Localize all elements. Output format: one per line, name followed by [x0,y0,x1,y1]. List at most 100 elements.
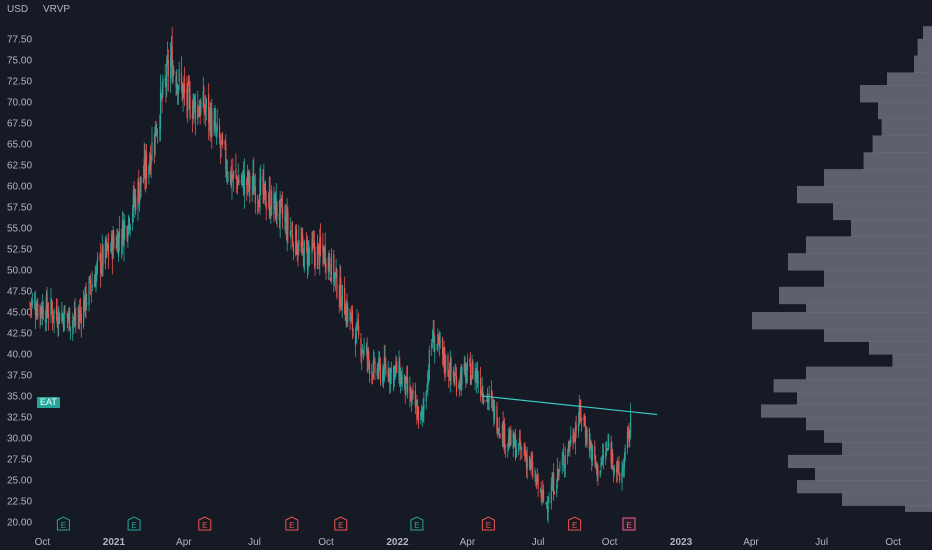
x-tick-label: Jul [815,537,828,548]
x-tick-label: Apr [743,537,759,548]
candle-body [154,126,156,154]
trendline-segment[interactable] [482,395,658,416]
candle-body [317,243,319,245]
candle-body [417,409,419,418]
volume-profile-bar [806,303,932,313]
candle-body [450,358,452,374]
candle-body [113,237,115,245]
candle-body [170,49,172,55]
candle-body [590,443,592,449]
earnings-marker-label: E [572,521,577,530]
candle-body [552,476,554,491]
candle-body [597,465,599,479]
candle-body [382,367,385,381]
candle-body [388,372,390,380]
volume-profile-bar [872,135,932,153]
y-tick-label: 40.00 [7,350,32,361]
earnings-marker[interactable]: E [410,516,424,531]
earnings-marker[interactable]: E [198,516,212,531]
candle-body [449,360,451,380]
x-tick-label: Oct [35,537,51,548]
candle-body [395,361,397,367]
candle-body [197,104,199,119]
candle-body [373,358,375,359]
earnings-marker[interactable]: E [334,516,348,531]
candle-body [284,217,286,221]
y-tick-label: 42.50 [7,328,32,339]
candle-body [200,101,202,114]
candle-body [547,505,549,513]
candle-body [316,245,319,270]
candle-body [355,323,357,344]
candle-body [518,442,520,452]
candle-body [227,177,229,179]
candle-body [307,248,309,270]
candle-body [139,177,141,192]
candle-body [378,357,380,372]
earnings-marker[interactable]: E [622,517,636,531]
candle-body [410,395,413,401]
candle-body [257,198,259,200]
candle-body [622,468,624,470]
candle-body [483,399,485,403]
candle-body [499,434,501,437]
candle-body [122,221,124,246]
candle-body [363,346,365,354]
candle-body [89,277,91,281]
candle-body [580,408,582,419]
candle-body [126,227,128,237]
candle-body [275,198,277,222]
candle-body [504,424,506,449]
candle-body [525,453,528,468]
candle-body [584,427,587,438]
candle-body [403,374,406,381]
candle-body [480,392,482,396]
candle-body [300,242,302,246]
candle-body [289,231,291,234]
candle-body [257,202,260,205]
trendline[interactable] [482,395,658,416]
candle-body [352,329,354,331]
candle-body [325,263,327,268]
candle-body [46,293,48,312]
earnings-marker[interactable]: E [568,516,582,531]
candle-body [311,238,313,253]
candle-body [379,364,381,382]
candle-body [341,284,343,306]
candle-body [579,404,581,413]
candle-body [425,392,427,402]
candle-body [617,462,619,465]
candle-body [96,257,99,261]
candle-body [365,347,368,350]
y-tick-label: 55.00 [7,223,32,234]
volume-profile-bar [917,38,932,57]
candle-body [628,430,630,442]
candle-body [570,436,572,444]
y-tick-label: 30.00 [7,434,32,445]
candle-body [105,240,107,253]
candle-body [612,466,615,472]
candle-body [209,112,211,136]
candle-body [281,205,284,218]
candle-body [399,363,401,386]
x-tick-label: 2021 [103,537,126,548]
candle-body [84,287,86,312]
candle-body [189,95,191,118]
candle-body [159,127,161,130]
earnings-marker[interactable]: E [56,516,70,531]
candle-body [477,381,479,385]
earnings-marker[interactable]: E [127,516,141,531]
candle-body [34,304,37,315]
earnings-marker[interactable]: E [481,516,495,531]
candle-body [151,141,153,160]
candle-body [56,311,58,325]
earnings-marker[interactable]: E [285,516,299,531]
volume-profile-bar [851,219,932,237]
candle-body [107,244,110,255]
volume-profile-bar [788,253,932,271]
candle-body [192,105,194,118]
indicator-label[interactable]: VRVP [43,4,71,15]
candle-body [48,314,50,317]
earnings-marker-label: E [202,521,207,530]
